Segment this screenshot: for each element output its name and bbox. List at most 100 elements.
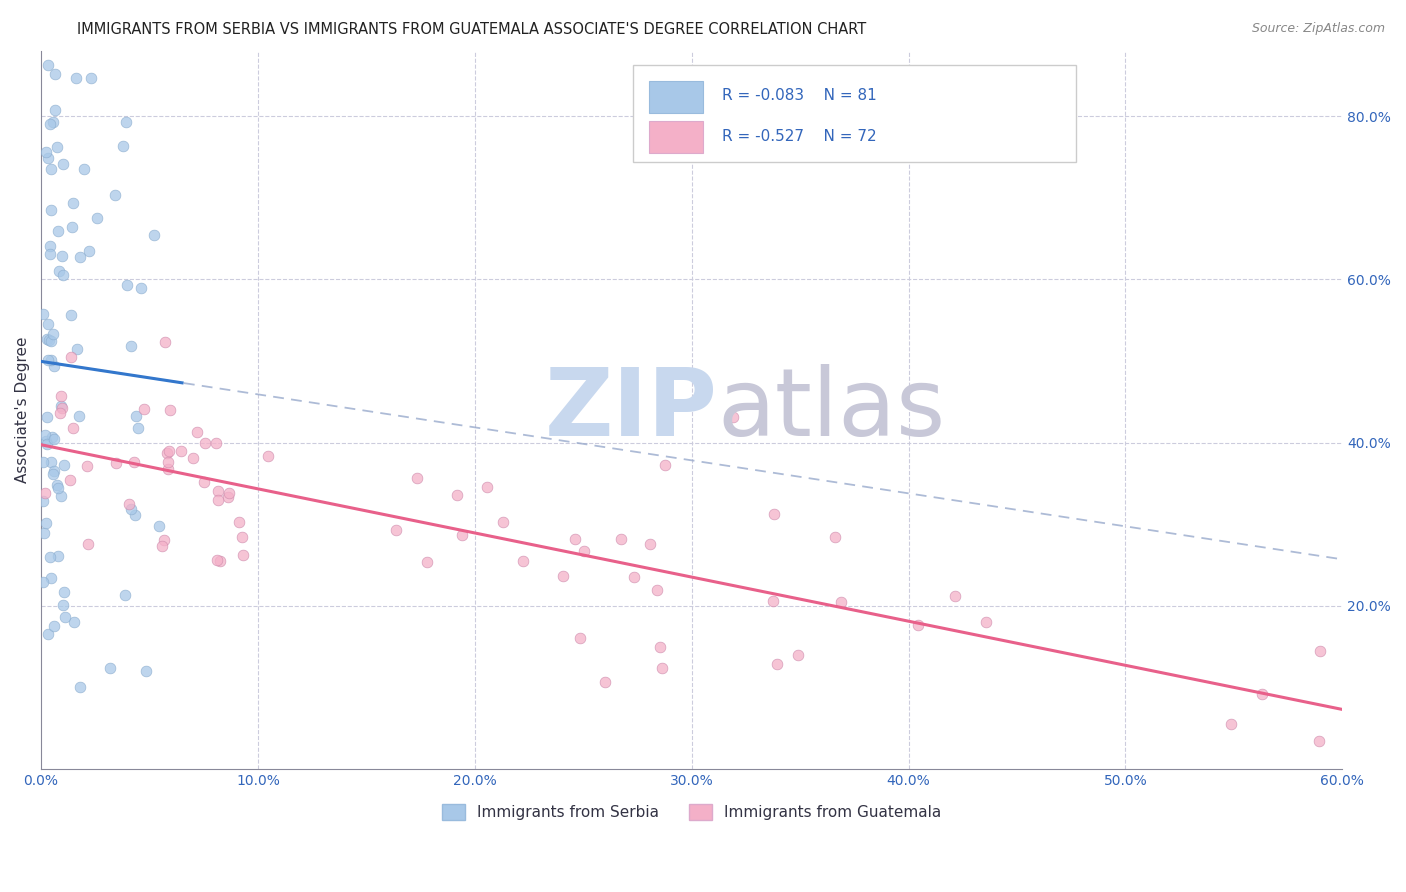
Point <box>58 473 80 487</box>
Point <box>446 488 468 502</box>
Point <box>117 278 139 293</box>
Point <box>32 493 55 508</box>
Point <box>35 516 58 530</box>
Point <box>35 332 58 346</box>
Point <box>194 436 217 450</box>
Point <box>60 308 83 322</box>
Point <box>39 334 62 348</box>
Point <box>39 247 62 261</box>
Point <box>1309 644 1331 658</box>
Point <box>104 187 127 202</box>
Point <box>207 492 229 507</box>
Point <box>512 554 534 568</box>
Point <box>44 359 66 373</box>
Point <box>170 444 193 458</box>
Point <box>37 151 59 165</box>
Point <box>62 421 84 435</box>
Point <box>129 281 152 295</box>
Point <box>46 224 69 238</box>
Point <box>42 433 65 447</box>
Point <box>415 554 437 568</box>
Point <box>76 459 98 474</box>
Point <box>37 353 59 368</box>
Point <box>42 467 65 481</box>
Point <box>52 598 75 612</box>
Point <box>80 70 103 85</box>
Point <box>46 140 69 154</box>
Point <box>124 508 146 523</box>
Point <box>48 264 70 278</box>
Point <box>49 388 72 402</box>
Point <box>155 446 177 460</box>
Point <box>39 162 62 177</box>
Point <box>907 617 929 632</box>
Point <box>208 553 231 567</box>
Point <box>157 462 180 476</box>
Point <box>66 342 89 356</box>
Point <box>51 249 73 263</box>
Point <box>159 403 181 417</box>
Point <box>120 338 142 352</box>
Point <box>721 409 744 424</box>
Point <box>39 455 62 469</box>
Point <box>86 211 108 225</box>
Point <box>623 569 645 583</box>
Point <box>207 484 229 499</box>
Point <box>39 353 62 368</box>
Point <box>256 449 278 463</box>
Point <box>44 67 66 81</box>
Point <box>76 537 98 551</box>
Point <box>157 443 180 458</box>
Point <box>69 681 91 695</box>
Point <box>205 553 228 567</box>
Point <box>143 228 166 243</box>
Point <box>38 239 60 253</box>
Point <box>564 532 586 546</box>
Point <box>1365 722 1388 736</box>
Point <box>153 335 176 350</box>
Point <box>37 317 59 331</box>
Point <box>124 455 146 469</box>
Point <box>60 220 83 235</box>
Text: ZIP: ZIP <box>546 364 717 456</box>
Point <box>37 58 59 72</box>
Point <box>830 595 852 609</box>
Text: atlas: atlas <box>717 364 946 456</box>
Point <box>651 661 673 675</box>
Point <box>37 410 59 425</box>
Point <box>648 640 671 654</box>
Point <box>824 530 846 544</box>
Point <box>193 475 215 489</box>
Point <box>118 497 141 511</box>
Point <box>568 631 591 645</box>
Point <box>406 471 429 485</box>
Point <box>186 425 208 439</box>
FancyBboxPatch shape <box>648 81 703 113</box>
Point <box>53 610 76 624</box>
Point <box>1250 687 1272 701</box>
Point <box>153 533 176 547</box>
Point <box>67 409 90 423</box>
Point <box>218 486 240 500</box>
Point <box>59 350 82 364</box>
Point <box>125 409 148 423</box>
Point <box>98 661 121 675</box>
Point <box>1308 733 1330 747</box>
Point <box>34 428 56 442</box>
Point <box>574 544 596 558</box>
Point <box>48 482 70 496</box>
Point <box>610 532 633 546</box>
Point <box>63 615 86 630</box>
Point <box>475 480 498 494</box>
Point <box>181 451 204 466</box>
Point <box>46 478 69 492</box>
Point <box>385 523 408 537</box>
Point <box>157 455 180 469</box>
Point <box>451 527 474 541</box>
Point <box>34 486 56 500</box>
Point <box>1220 717 1243 731</box>
Point <box>62 196 84 211</box>
Point <box>762 594 785 608</box>
Point <box>42 619 65 633</box>
Y-axis label: Associate's Degree: Associate's Degree <box>15 337 30 483</box>
